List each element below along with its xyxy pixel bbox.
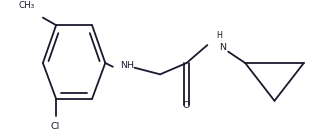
Text: Cl: Cl — [51, 122, 60, 131]
Text: H: H — [217, 31, 223, 40]
Text: N: N — [219, 43, 226, 52]
Text: O: O — [183, 101, 190, 110]
Text: CH₃: CH₃ — [18, 1, 34, 10]
Text: NH: NH — [121, 61, 134, 70]
